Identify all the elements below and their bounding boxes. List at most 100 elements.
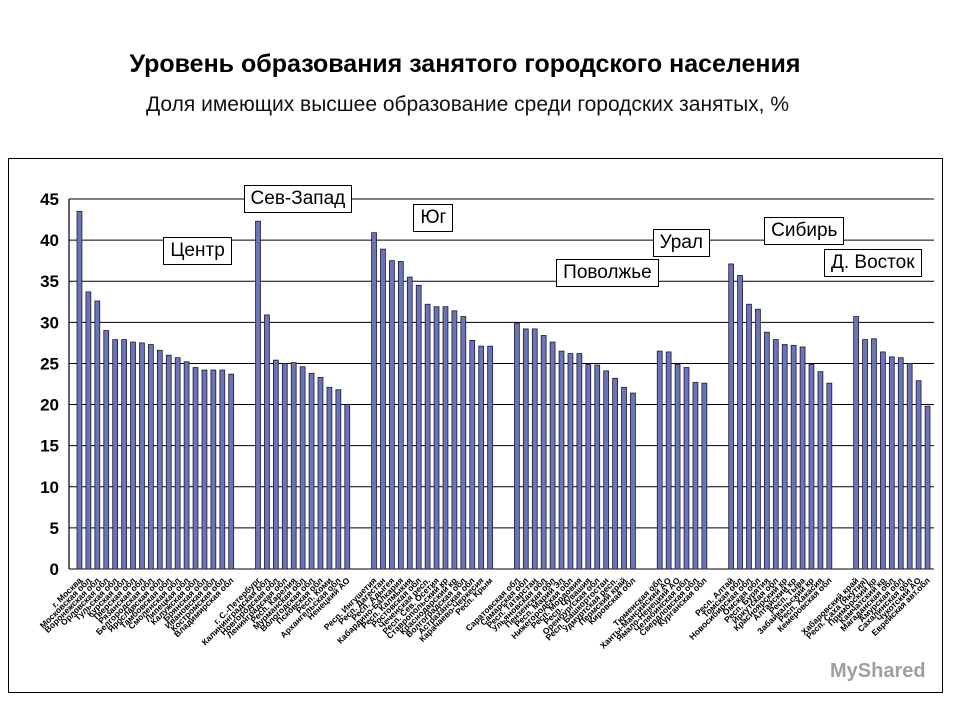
y-tick-label: 25 — [40, 354, 59, 373]
bar — [781, 344, 788, 570]
bar — [487, 345, 493, 570]
bar — [326, 386, 333, 570]
y-tick-label: 20 — [40, 396, 59, 415]
bar — [183, 361, 190, 570]
bar — [317, 377, 324, 570]
bar — [424, 303, 431, 570]
bar — [567, 353, 574, 570]
region-label: Сибирь — [764, 217, 845, 245]
bar — [103, 330, 110, 570]
bar — [371, 232, 377, 570]
bar — [549, 341, 556, 570]
bar — [871, 338, 877, 570]
bar — [799, 346, 806, 570]
bar — [790, 344, 797, 570]
bar — [514, 322, 520, 570]
bar — [112, 339, 119, 570]
bar — [85, 291, 92, 570]
bar — [201, 369, 208, 570]
bar — [897, 357, 904, 570]
bar — [406, 276, 413, 570]
bar — [174, 357, 181, 570]
bar — [397, 261, 404, 570]
bar — [130, 341, 136, 570]
bar — [665, 351, 672, 570]
bar — [139, 342, 145, 570]
bar — [308, 372, 315, 570]
bar — [906, 363, 913, 570]
bar — [558, 350, 565, 570]
bar — [264, 314, 270, 570]
region-label: Урал — [652, 229, 711, 257]
y-tick-label: 10 — [40, 478, 59, 497]
y-tick-label: 40 — [40, 231, 59, 250]
bar — [621, 386, 627, 570]
bar — [674, 363, 681, 570]
y-tick-label: 35 — [40, 272, 59, 291]
bar — [888, 356, 895, 570]
bar — [915, 380, 922, 570]
bar — [594, 364, 601, 570]
region-label: Д. Восток — [824, 249, 922, 277]
bar — [121, 339, 127, 570]
bar — [389, 260, 395, 570]
bar — [755, 308, 761, 570]
bar — [255, 220, 261, 570]
y-tick-label: 30 — [40, 313, 59, 332]
bar — [924, 405, 931, 570]
bar — [478, 345, 485, 570]
bar — [683, 367, 690, 570]
bar — [808, 363, 815, 570]
bar — [853, 316, 859, 570]
bar — [94, 300, 101, 570]
bar — [880, 351, 886, 570]
bar — [460, 316, 467, 570]
bar — [148, 344, 154, 570]
bar — [380, 248, 386, 570]
bar — [772, 339, 779, 570]
y-tick-label: 5 — [50, 519, 59, 538]
region-label: Сев-Запад — [243, 185, 353, 213]
bar — [728, 263, 734, 570]
bar — [469, 340, 476, 570]
chart-frame: 0 5 10 15 20 25 30 35 40 45 г. Москва Московская об… — [8, 158, 943, 693]
bar — [763, 331, 770, 570]
bar — [656, 350, 663, 570]
bar — [692, 381, 699, 570]
bar — [603, 370, 610, 570]
y-tick-label: 45 — [40, 190, 59, 209]
bar — [192, 367, 199, 570]
bar — [442, 306, 449, 570]
region-label: Юг — [413, 204, 454, 232]
bar — [862, 339, 868, 570]
bar — [531, 328, 538, 570]
page-subtitle: Доля имеющих высшее образование среди го… — [145, 93, 790, 116]
bar — [540, 335, 547, 570]
bar — [737, 275, 743, 570]
bar — [451, 310, 458, 570]
bar — [746, 303, 752, 570]
bar — [585, 363, 592, 570]
bar — [165, 354, 172, 570]
bar — [576, 353, 583, 570]
bar — [299, 366, 306, 570]
bar — [630, 392, 636, 570]
bar — [826, 382, 833, 570]
y-tick-label: 15 — [40, 437, 59, 456]
region-label: Центр — [163, 237, 232, 265]
y-tick-label: 0 — [50, 560, 59, 579]
region-label: Поволжье — [556, 259, 659, 287]
page-title: Уровень образования занятого городского … — [129, 50, 801, 78]
bar — [344, 404, 351, 570]
bar — [415, 284, 422, 570]
bar — [273, 359, 279, 570]
watermark-text: MyShared — [830, 660, 926, 682]
bar — [281, 363, 288, 570]
bar — [612, 377, 618, 570]
bar — [210, 369, 217, 570]
bar — [290, 362, 297, 570]
bar — [433, 306, 440, 570]
bar — [76, 210, 83, 570]
bar — [219, 369, 226, 570]
